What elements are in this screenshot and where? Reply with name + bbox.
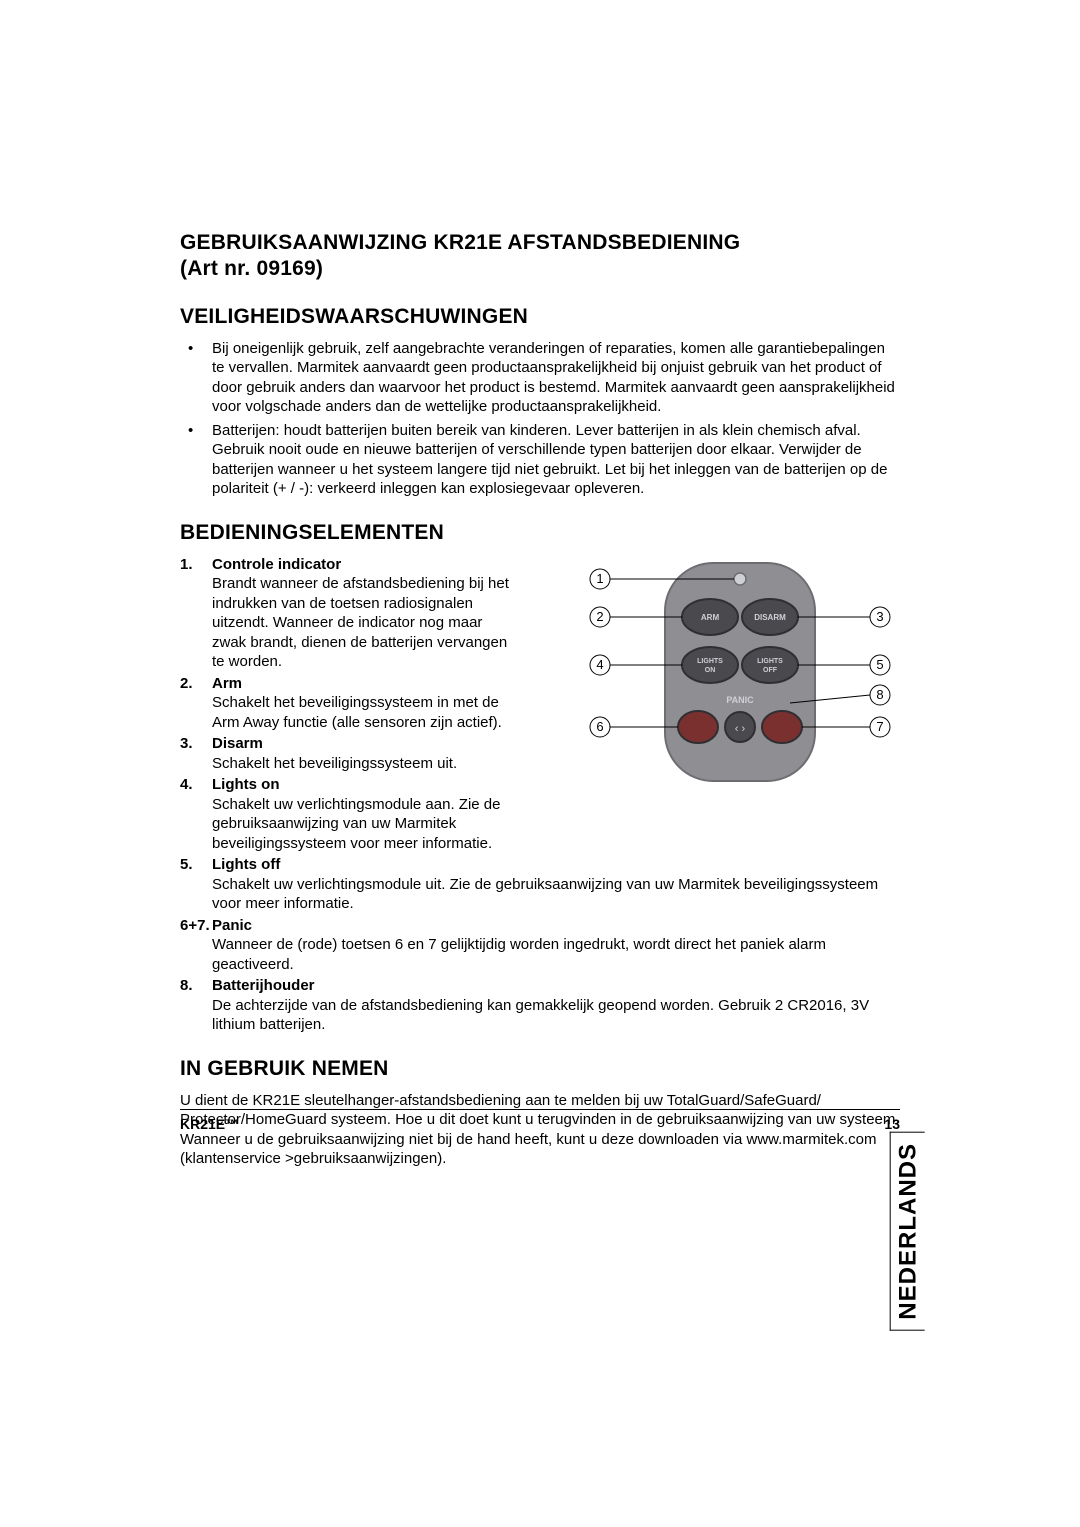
- page-footer: KR21E™ 13: [180, 1109, 900, 1132]
- control-item-term: Controle indicator: [212, 556, 341, 573]
- control-item: 5. Lights off Schakelt uw verlichtingsmodu…: [180, 855, 900, 914]
- control-item-number: 4.: [180, 775, 193, 795]
- control-item-desc: Schakelt uw verlichtingsmodule uit. Zie …: [212, 875, 900, 914]
- safety-bullet-2: Batterijen: houdt batterijen buiten bere…: [212, 421, 900, 499]
- section-title-safety: VEILIGHEIDSWAARSCHUWINGEN: [180, 305, 900, 329]
- control-item: 8. Batterijhouder De achterzijde van de af…: [180, 976, 900, 1035]
- footer-page-number: 13: [884, 1116, 900, 1132]
- controls-list: 1. Controle indicatorBrandt wanneer de af…: [180, 555, 900, 1035]
- control-item: 3. Disarm Schakelt het beveiligingssysteem…: [180, 734, 900, 773]
- control-item-number: 5.: [180, 855, 193, 875]
- control-item-term: Arm: [212, 675, 242, 692]
- control-item: 6+7.PanicWanneer de (rode) toetsen 6 en …: [180, 916, 900, 975]
- control-item-term: Panic: [212, 917, 252, 934]
- language-tab: NEDERLANDS: [890, 1132, 925, 1331]
- control-item-term: Disarm: [212, 735, 263, 752]
- control-item-desc: De achterzijde van de afstandsbediening …: [212, 996, 900, 1035]
- title-line-2: (Art nr. 09169): [180, 256, 900, 282]
- control-item-term: Batterijhouder: [212, 977, 315, 994]
- footer-model: KR21E™: [180, 1116, 239, 1132]
- controls-content: ARM DISARM LIGHTS ON LIGHTS OFF PANIC ‹ …: [180, 555, 900, 1035]
- control-item-desc: Schakelt het beveiligingssysteem in met …: [212, 693, 517, 732]
- safety-bullet-1: Bij oneigenlijk gebruik, zelf aangebrach…: [212, 339, 900, 417]
- document-title: GEBRUIKSAANWIJZING KR21E AFSTANDSBEDIENI…: [180, 230, 900, 283]
- title-line-1: GEBRUIKSAANWIJZING KR21E AFSTANDSBEDIENI…: [180, 230, 900, 256]
- control-item-number: 3.: [180, 734, 193, 754]
- control-item-desc: Schakelt uw verlichtingsmodule aan. Zie …: [212, 795, 517, 854]
- safety-bullets: Bij oneigenlijk gebruik, zelf aangebrach…: [180, 339, 900, 499]
- control-item-number: 2.: [180, 674, 193, 694]
- control-item-term: Lights off: [212, 856, 280, 873]
- control-item-number: 6+7.: [180, 916, 210, 936]
- control-item-desc: Wanneer de (rode) toetsen 6 en 7 gelijkt…: [212, 935, 900, 974]
- control-item-number: 8.: [180, 976, 193, 996]
- section-title-controls: BEDIENINGSELEMENTEN: [180, 521, 900, 545]
- control-item: 2. ArmSchakelt het beveiligingssysteem in…: [180, 674, 900, 733]
- control-item: 1. Controle indicatorBrandt wanneer de af…: [180, 555, 900, 672]
- control-item: 4. Lights on Schakelt uw verlichtingsmodul…: [180, 775, 900, 853]
- section-title-usage: IN GEBRUIK NEMEN: [180, 1057, 900, 1081]
- control-item-term: Lights on: [212, 776, 280, 793]
- control-item-number: 1.: [180, 555, 193, 575]
- control-item-desc: Schakelt het beveiligingssysteem uit.: [212, 754, 517, 774]
- control-item-desc: Brandt wanneer de afstandsbediening bij …: [212, 574, 517, 672]
